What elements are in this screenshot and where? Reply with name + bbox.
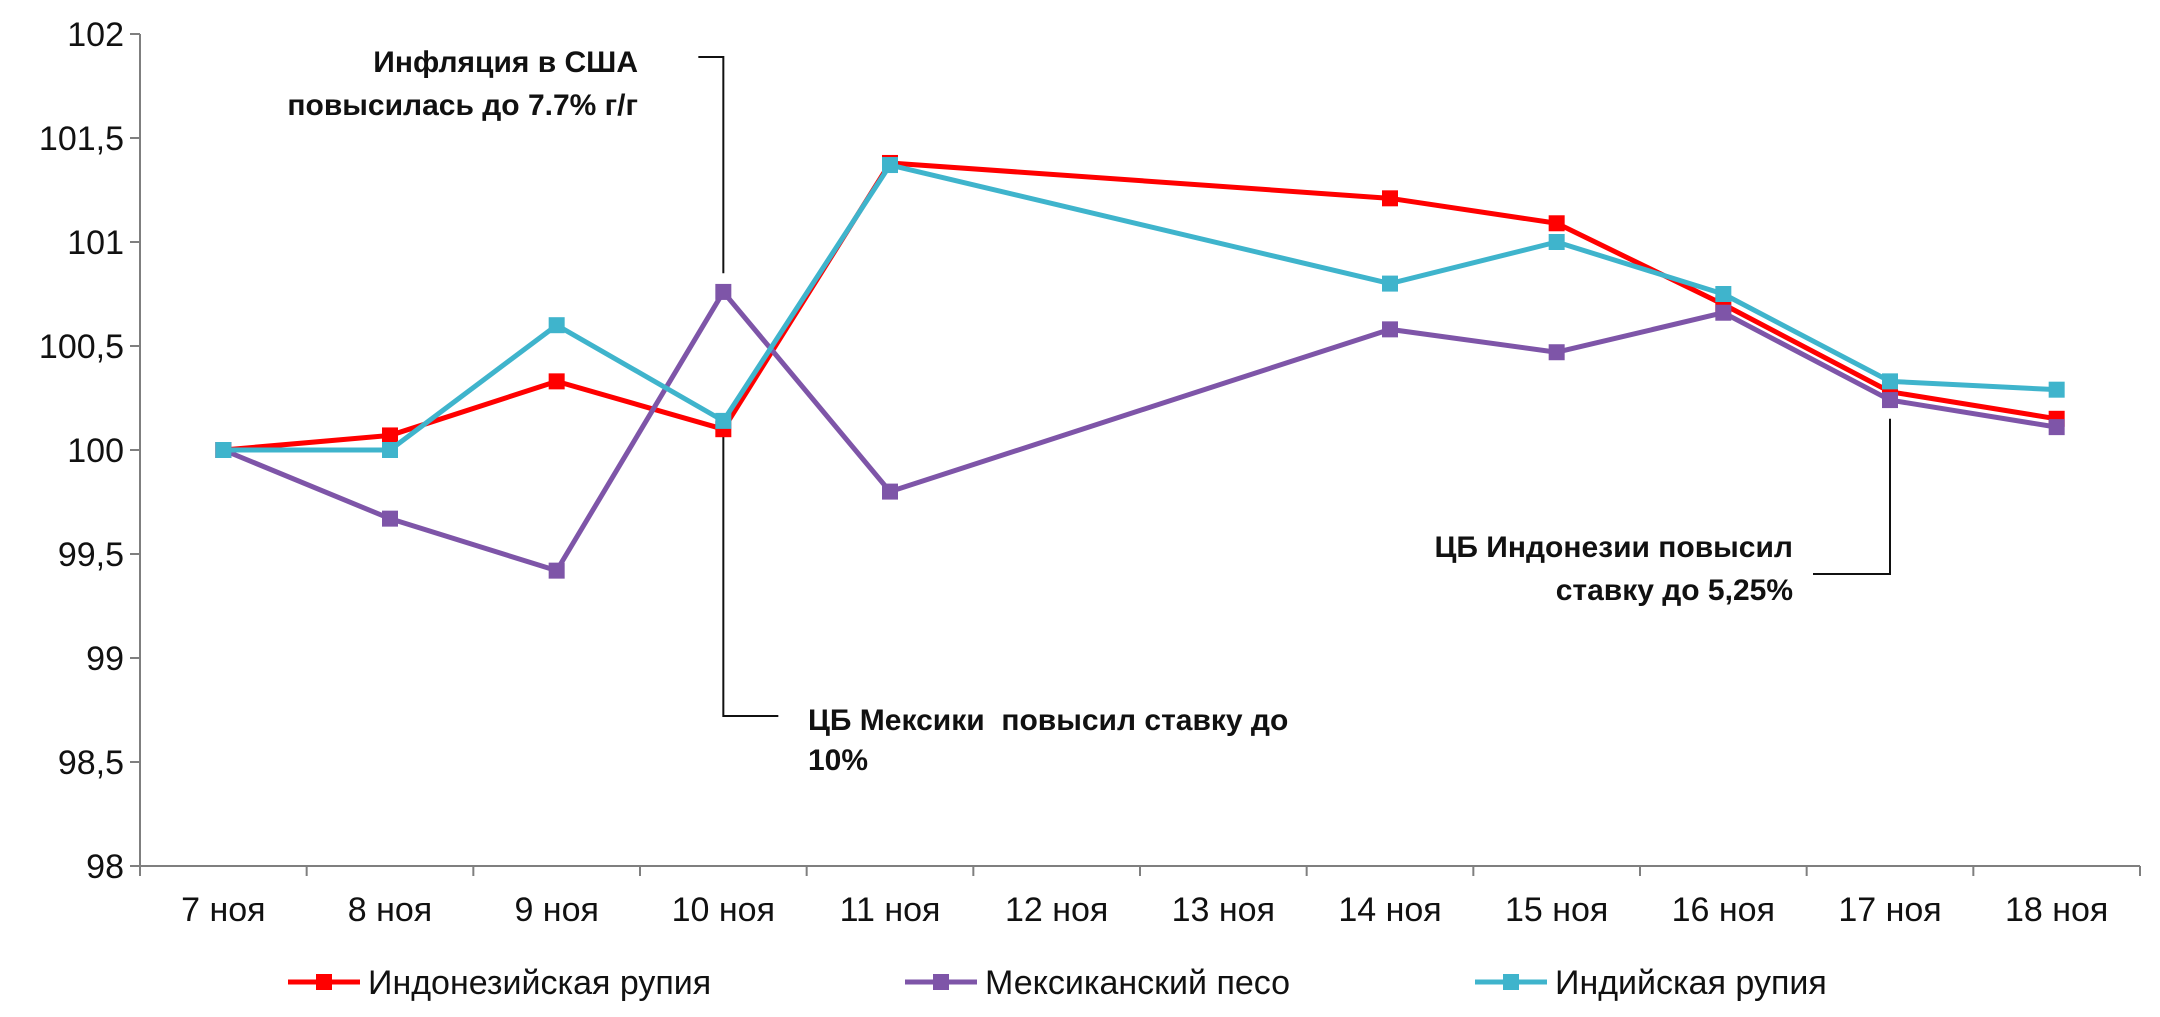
series-1 — [215, 283, 2065, 579]
data-point — [1548, 234, 1565, 250]
data-point — [548, 562, 565, 579]
leader-mexico-cb — [722, 425, 779, 717]
annotation-us-inflation-line: повысилась до 7.7% г/г — [287, 89, 638, 122]
data-point — [1382, 275, 1398, 292]
data-point — [1548, 344, 1565, 361]
x-tick-label: 12 ноя — [1005, 891, 1108, 929]
x-tick-label: 18 ноя — [2005, 891, 2108, 929]
annotation-leaders — [698, 56, 1891, 717]
series-line — [223, 160, 2058, 453]
annotation-texts: Инфляция в США повысилась до 7.7% г/г ЦБ М… — [287, 46, 1793, 777]
data-point — [1882, 392, 1898, 409]
x-tick-label: 9 ноя — [514, 891, 598, 929]
y-ticks: 98 98,5 99 99,5 100 100,5 101 101,5 102 — [39, 16, 140, 886]
series-2 — [215, 157, 2065, 458]
data-point — [2048, 381, 2065, 398]
y-tick-label: 101,5 — [39, 120, 124, 158]
y-tick-label: 102 — [67, 16, 124, 54]
annotation-indonesia-cb-line: ставку до 5,25% — [1556, 574, 1793, 607]
data-point — [1382, 190, 1398, 207]
legend-swatch-marker — [1503, 974, 1519, 990]
legend-item-1: Мексиканский песо — [905, 964, 1290, 1002]
series-layer — [215, 154, 2065, 579]
y-tick-label: 100 — [67, 432, 124, 470]
data-point — [215, 442, 232, 458]
data-point — [715, 412, 732, 429]
annotation-us-inflation-line: Инфляция в США — [373, 46, 638, 79]
y-tick-label: 98 — [86, 848, 124, 886]
x-tick-label: 17 ноя — [1838, 891, 1941, 929]
x-tick-label: 14 ноя — [1338, 891, 1441, 929]
legend-item-0: Индонезийская рупия — [288, 964, 711, 1002]
data-point — [2048, 419, 2065, 436]
legend-label: Мексиканский песо — [985, 964, 1290, 1002]
legend-label: Индийская рупия — [1555, 964, 1827, 1002]
y-tick-label: 99,5 — [58, 536, 124, 574]
y-tick-label: 98,5 — [58, 744, 124, 782]
x-tick-label: 8 ноя — [348, 891, 432, 929]
data-point — [548, 373, 565, 390]
data-point — [1715, 286, 1732, 302]
annotation-indonesia-cb-line: ЦБ Индонезии повысил — [1435, 531, 1794, 564]
annotation-mexico-cb-line: 10% — [808, 744, 868, 777]
y-tick-label: 99 — [86, 640, 124, 678]
x-tick-label: 11 ноя — [840, 891, 941, 929]
x-tick-label: 16 ноя — [1672, 891, 1775, 929]
leader-us-inflation — [698, 56, 725, 274]
series-line — [223, 162, 2057, 453]
data-point — [1382, 321, 1398, 338]
data-point — [382, 510, 398, 527]
data-point — [882, 157, 898, 174]
data-point — [1715, 304, 1732, 321]
data-point — [715, 283, 732, 300]
series-line — [222, 289, 2058, 574]
data-point — [382, 442, 398, 458]
x-tick-label: 10 ноя — [672, 891, 775, 929]
data-point — [1548, 215, 1565, 232]
data-point — [1882, 373, 1898, 390]
legend-swatch-marker — [316, 974, 332, 990]
legend: Индонезийская рупия Мексиканский песо Инди… — [288, 964, 1827, 1002]
leader-indonesia-cb — [1813, 418, 1891, 575]
x-tick-label: 13 ноя — [1172, 891, 1275, 929]
legend-item-2: Индийская рупия — [1475, 964, 1827, 1002]
legend-label: Индонезийская рупия — [368, 964, 711, 1002]
y-tick-label: 101 — [67, 224, 124, 262]
axes — [139, 34, 2140, 867]
x-tick-label: 7 ноя — [181, 891, 265, 929]
x-tick-label: 15 ноя — [1505, 891, 1608, 929]
annotation-mexico-cb-line: ЦБ Мексики повысил ставку до — [808, 704, 1288, 737]
x-ticks: 7 ноя 8 ноя 9 ноя 10 ноя 11 ноя 12 ноя 13 ноя 1… — [139, 866, 2141, 929]
data-point — [548, 317, 565, 334]
data-point — [382, 427, 398, 444]
data-point — [882, 483, 898, 500]
legend-swatch-marker — [933, 974, 949, 990]
y-tick-label: 100,5 — [39, 328, 124, 366]
